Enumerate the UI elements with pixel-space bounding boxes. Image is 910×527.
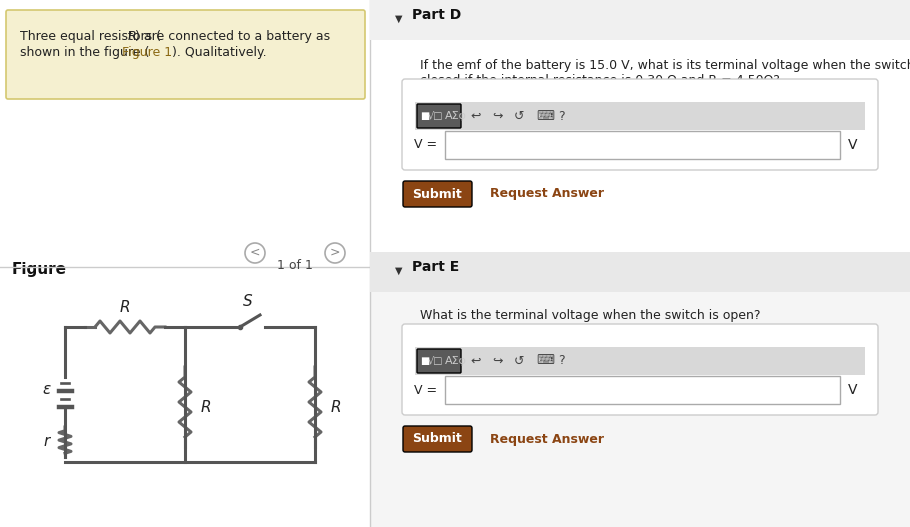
Text: ↺: ↺ xyxy=(514,110,524,122)
Text: ▼: ▼ xyxy=(395,266,402,276)
Text: ⌨: ⌨ xyxy=(536,110,554,122)
FancyBboxPatch shape xyxy=(403,181,472,207)
Text: ↺: ↺ xyxy=(514,355,524,367)
Text: V =: V = xyxy=(414,384,437,396)
Text: ↩: ↩ xyxy=(470,355,480,367)
Text: ↪: ↪ xyxy=(492,110,502,122)
Text: r: r xyxy=(44,434,50,450)
Text: ↪: ↪ xyxy=(492,355,502,367)
Text: ■: ■ xyxy=(420,356,430,366)
Text: R: R xyxy=(201,399,212,415)
Text: ε: ε xyxy=(43,382,51,397)
FancyBboxPatch shape xyxy=(417,349,461,373)
Text: Submit: Submit xyxy=(412,433,462,445)
Bar xyxy=(0,0,370,527)
Text: Figure: Figure xyxy=(12,262,67,277)
Text: ) are connected to a battery as: ) are connected to a battery as xyxy=(135,30,330,43)
Text: closed if the internal resistance is 0.30 Ω and R = 4.50Ω?: closed if the internal resistance is 0.3… xyxy=(420,74,780,87)
Text: ⌨: ⌨ xyxy=(536,355,554,367)
Text: 1 of 1: 1 of 1 xyxy=(277,259,313,272)
Text: <: < xyxy=(249,246,260,259)
Text: Figure 1: Figure 1 xyxy=(122,46,172,59)
Bar xyxy=(370,0,910,264)
Text: V =: V = xyxy=(414,139,437,151)
Text: Request Answer: Request Answer xyxy=(490,188,604,200)
Bar xyxy=(415,347,865,375)
Text: What is the terminal voltage when the switch is open?: What is the terminal voltage when the sw… xyxy=(420,309,761,322)
Bar xyxy=(445,376,840,404)
Text: ■: ■ xyxy=(420,111,430,121)
Text: Submit: Submit xyxy=(412,188,462,200)
Text: ΑΣφ: ΑΣφ xyxy=(445,111,467,121)
Bar xyxy=(370,0,910,40)
Text: Request Answer: Request Answer xyxy=(490,433,604,445)
Text: R: R xyxy=(331,399,341,415)
Text: ?: ? xyxy=(558,355,564,367)
Text: ΑΣφ: ΑΣφ xyxy=(445,356,467,366)
Text: V: V xyxy=(848,383,857,397)
Bar xyxy=(445,131,840,159)
Text: Part E: Part E xyxy=(412,260,460,274)
Text: Part D: Part D xyxy=(412,8,461,22)
Text: ). Qualitatively.: ). Qualitatively. xyxy=(172,46,267,59)
Text: √□: √□ xyxy=(428,111,443,121)
Bar xyxy=(370,252,910,292)
Text: V: V xyxy=(848,138,857,152)
FancyBboxPatch shape xyxy=(403,426,472,452)
Text: R: R xyxy=(128,30,136,43)
Text: Three equal resistors (: Three equal resistors ( xyxy=(20,30,161,43)
Text: √□: √□ xyxy=(428,356,443,366)
Text: ?: ? xyxy=(558,110,564,122)
Text: ▼: ▼ xyxy=(395,14,402,24)
Text: ↩: ↩ xyxy=(470,110,480,122)
Text: >: > xyxy=(329,246,340,259)
Text: S: S xyxy=(243,294,253,309)
Text: If the emf of the battery is 15.0 V, what is its terminal voltage when the switc: If the emf of the battery is 15.0 V, wha… xyxy=(420,59,910,72)
FancyBboxPatch shape xyxy=(6,10,365,99)
FancyBboxPatch shape xyxy=(417,104,461,128)
FancyBboxPatch shape xyxy=(402,79,878,170)
Text: shown in the figure (: shown in the figure ( xyxy=(20,46,149,59)
Text: R: R xyxy=(120,300,130,315)
Bar xyxy=(415,102,865,130)
FancyBboxPatch shape xyxy=(402,324,878,415)
Bar xyxy=(370,264,910,527)
